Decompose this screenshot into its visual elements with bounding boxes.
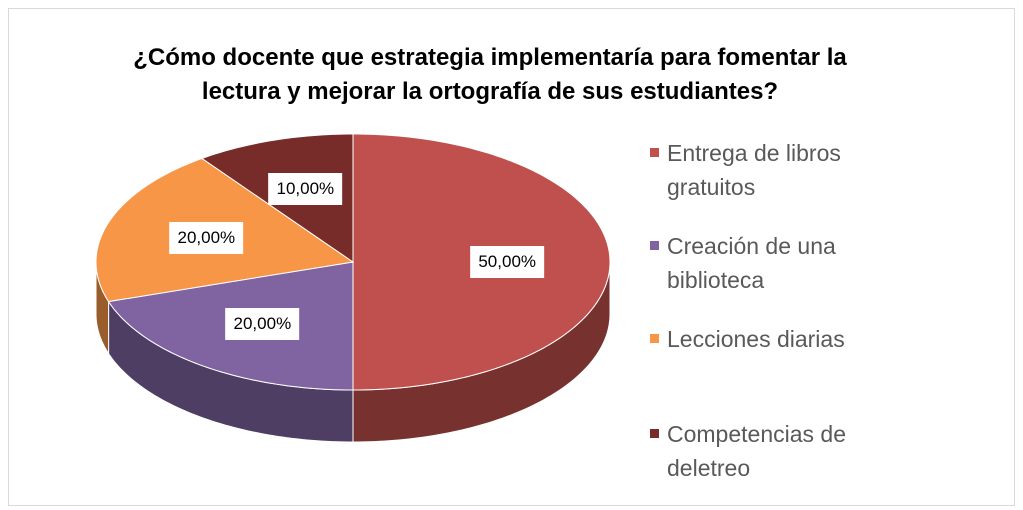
data-label: 20,00% bbox=[169, 222, 244, 255]
legend-swatch bbox=[650, 334, 659, 343]
legend-item: Competencias de deletreo bbox=[650, 417, 910, 485]
data-label: 50,00% bbox=[470, 246, 545, 278]
data-label: 10,00% bbox=[268, 172, 343, 205]
data-label: 20,00% bbox=[225, 308, 300, 341]
chart-frame bbox=[8, 8, 1015, 506]
legend-swatch bbox=[650, 429, 659, 438]
legend-item: Lecciones diarias bbox=[650, 322, 910, 356]
legend-item: Creación de una biblioteca bbox=[650, 229, 910, 297]
legend-swatch bbox=[650, 241, 659, 250]
legend-label: Lecciones diarias bbox=[667, 326, 845, 352]
legend-label: Competencias de deletreo bbox=[667, 421, 846, 481]
legend-item: Entrega de libros gratuitos bbox=[650, 136, 910, 204]
legend-label: Entrega de libros gratuitos bbox=[667, 140, 841, 200]
legend-label: Creación de una biblioteca bbox=[667, 233, 836, 293]
legend-swatch bbox=[650, 148, 659, 157]
chart-title: ¿Cómo docente que estrategia implementar… bbox=[133, 44, 847, 105]
